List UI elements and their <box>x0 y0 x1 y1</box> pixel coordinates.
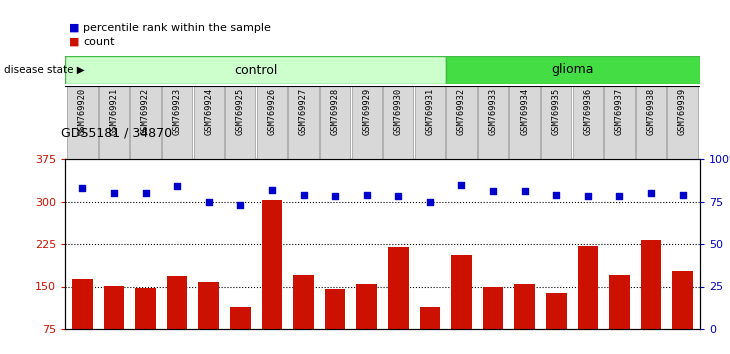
Point <box>108 190 120 196</box>
Bar <box>478 86 508 159</box>
Point <box>456 182 467 187</box>
Bar <box>451 255 472 354</box>
Bar <box>672 271 693 354</box>
Bar <box>288 86 319 159</box>
Bar <box>193 86 224 159</box>
Point <box>393 194 404 199</box>
Text: GSM769931: GSM769931 <box>426 88 434 136</box>
Text: GSM769926: GSM769926 <box>267 88 277 136</box>
Bar <box>325 289 345 354</box>
Point <box>519 188 531 194</box>
Point <box>361 192 372 198</box>
Point <box>329 194 341 199</box>
Text: GSM769928: GSM769928 <box>331 88 339 136</box>
Bar <box>572 86 603 159</box>
Bar <box>131 86 161 159</box>
Text: ■: ■ <box>69 23 79 33</box>
Text: GSM769939: GSM769939 <box>678 88 687 136</box>
Bar <box>641 240 661 354</box>
Bar <box>67 86 98 159</box>
Bar <box>104 286 124 354</box>
Bar <box>667 86 698 159</box>
Point <box>550 192 562 198</box>
Point <box>614 194 626 199</box>
Text: disease state ▶: disease state ▶ <box>4 65 85 75</box>
Text: GSM769925: GSM769925 <box>236 88 245 136</box>
Bar <box>352 86 382 159</box>
Point <box>424 199 436 204</box>
Text: GSM769929: GSM769929 <box>362 88 371 136</box>
Text: percentile rank within the sample: percentile rank within the sample <box>83 23 271 33</box>
Point <box>77 185 88 191</box>
Point <box>172 183 183 189</box>
Text: control: control <box>234 63 277 76</box>
Bar <box>541 86 572 159</box>
Bar <box>446 56 700 84</box>
Bar <box>420 308 440 354</box>
Bar <box>609 275 630 354</box>
Text: GSM769927: GSM769927 <box>299 88 308 136</box>
Text: GSM769920: GSM769920 <box>78 88 87 136</box>
Point <box>139 190 151 196</box>
Bar <box>636 86 666 159</box>
Bar <box>356 284 377 354</box>
Text: GSM769932: GSM769932 <box>457 88 466 136</box>
Text: glioma: glioma <box>552 63 594 76</box>
Point <box>266 187 278 193</box>
Bar <box>577 246 598 354</box>
Point <box>677 192 688 198</box>
Point <box>645 190 657 196</box>
Bar <box>65 56 446 84</box>
Text: GSM769936: GSM769936 <box>583 88 592 136</box>
Text: GSM769930: GSM769930 <box>393 88 403 136</box>
Bar <box>546 293 566 354</box>
Bar <box>515 284 535 354</box>
Text: GDS5181 / 34870: GDS5181 / 34870 <box>61 126 172 139</box>
Bar <box>99 86 129 159</box>
Bar <box>383 86 413 159</box>
Text: GSM769938: GSM769938 <box>647 88 656 136</box>
Bar <box>225 86 256 159</box>
Bar <box>388 247 409 354</box>
Point <box>582 194 593 199</box>
Text: GSM769934: GSM769934 <box>520 88 529 136</box>
Bar <box>261 200 283 354</box>
Point <box>487 188 499 194</box>
Text: GSM769935: GSM769935 <box>552 88 561 136</box>
Text: GSM769924: GSM769924 <box>204 88 213 136</box>
Bar <box>135 288 155 354</box>
Bar <box>199 282 219 354</box>
Bar <box>415 86 445 159</box>
Bar <box>257 86 287 159</box>
Point <box>234 202 246 208</box>
Text: GSM769923: GSM769923 <box>173 88 182 136</box>
Text: count: count <box>83 37 115 47</box>
Bar <box>320 86 350 159</box>
Bar <box>604 86 634 159</box>
Text: GSM769937: GSM769937 <box>615 88 624 136</box>
Text: GSM769921: GSM769921 <box>110 88 118 136</box>
Text: GSM769922: GSM769922 <box>141 88 150 136</box>
Point <box>203 199 215 204</box>
Bar <box>510 86 539 159</box>
Bar <box>72 279 93 354</box>
Bar <box>293 275 314 354</box>
Bar <box>167 276 188 354</box>
Bar <box>162 86 192 159</box>
Bar <box>483 286 504 354</box>
Point <box>298 192 310 198</box>
Bar <box>446 86 477 159</box>
Text: GSM769933: GSM769933 <box>488 88 498 136</box>
Bar <box>230 308 250 354</box>
Text: ■: ■ <box>69 37 79 47</box>
